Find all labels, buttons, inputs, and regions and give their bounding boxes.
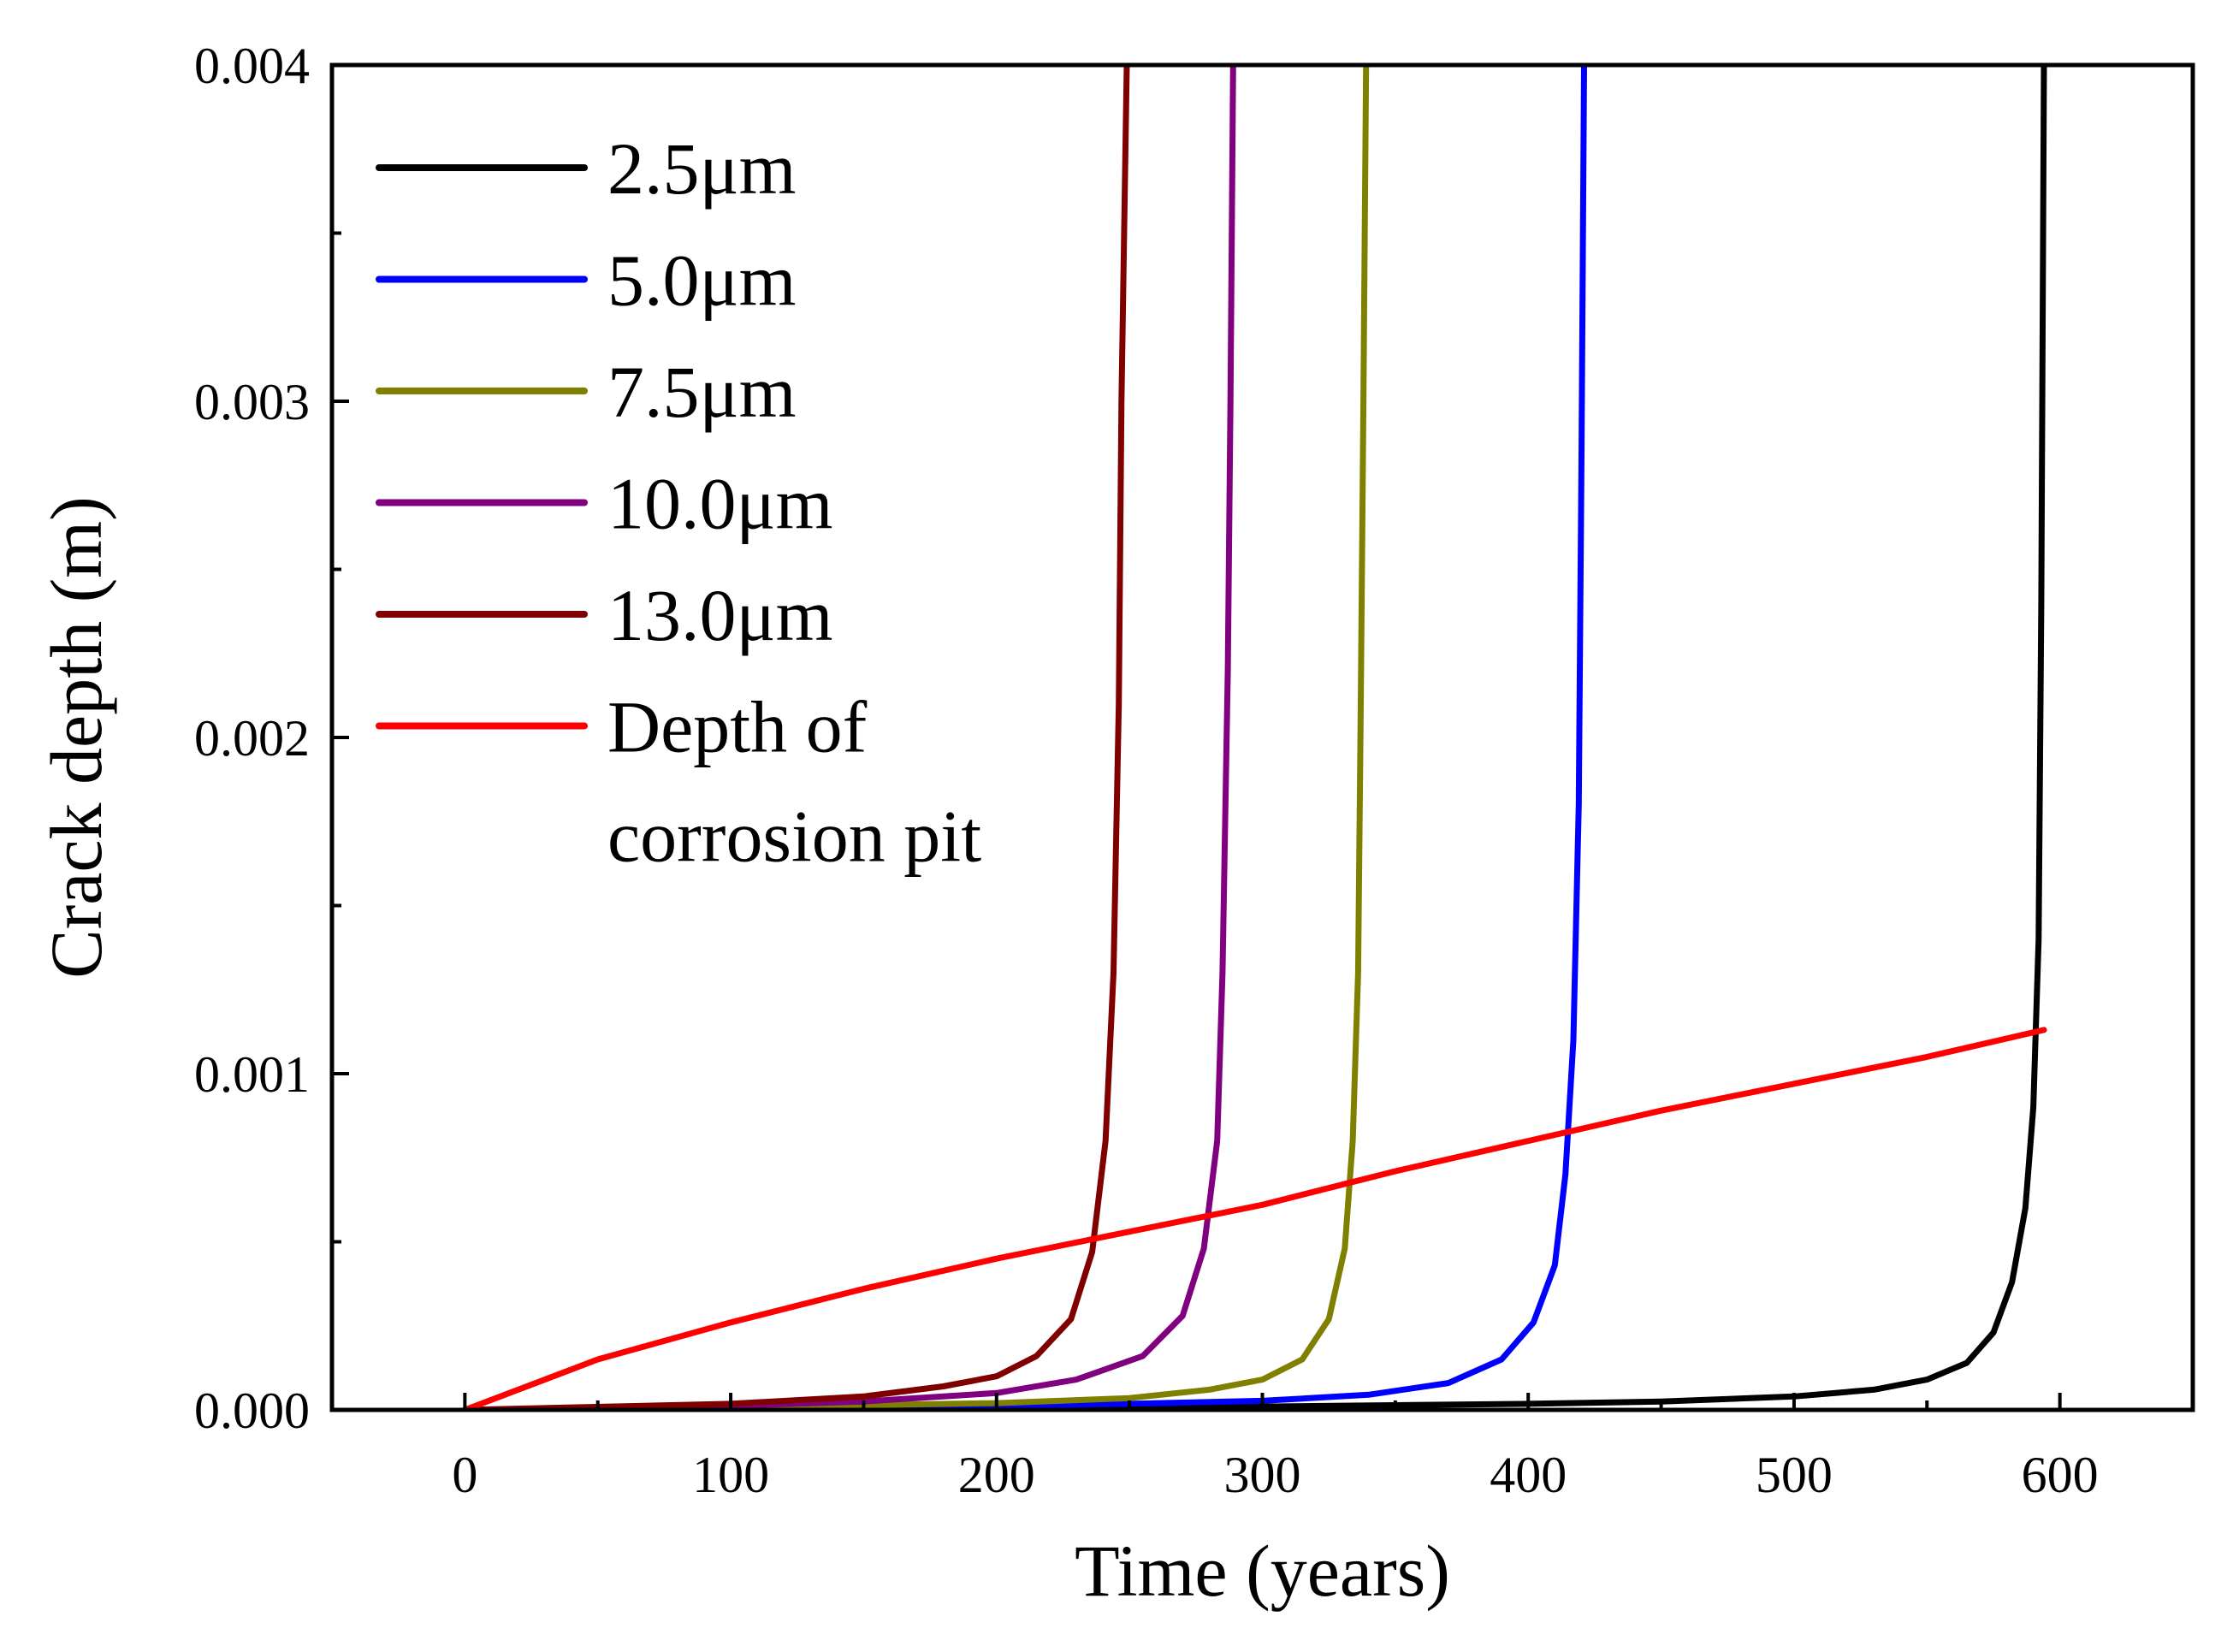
series-line-5	[461, 65, 1130, 1410]
legend-label-3: 7.5μm	[607, 351, 797, 433]
x-tick-label: 600	[2022, 1447, 2099, 1503]
tick-layer: 0 100 200 300 400 500 600 0.000 0.001 0.002 0.003 0…	[194, 38, 2099, 1503]
y-tick-label: 0.002	[194, 710, 310, 767]
legend-label-1: 2.5μm	[607, 127, 797, 210]
y-tick-label: 0.003	[194, 374, 310, 430]
series-line-3	[461, 65, 1370, 1410]
x-tick-label: 400	[1490, 1447, 1567, 1503]
x-axis-title: Time (years)	[1075, 1530, 1450, 1612]
legend: 2.5μm 5.0μm 7.5μm 10.0μm 13.0μm Depth of corro…	[376, 127, 981, 878]
x-tick-label: 300	[1224, 1447, 1301, 1503]
legend-label-6: corrosion pit	[607, 796, 981, 878]
legend-label-4: 10.0μm	[607, 463, 833, 545]
x-tick-label: 100	[692, 1447, 769, 1503]
y-tick-label: 0.000	[194, 1383, 310, 1439]
y-axis-title: Crack depth (m)	[35, 496, 117, 979]
x-tick-label: 200	[958, 1447, 1035, 1503]
y-tick-label: 0.004	[194, 38, 310, 94]
x-tick-label: 500	[1756, 1447, 1833, 1503]
x-tick-label: 0	[452, 1447, 477, 1503]
series-line-2	[461, 65, 1587, 1410]
legend-label-2: 5.0μm	[607, 240, 797, 322]
series-line-1	[461, 65, 2047, 1410]
legend-label-6: Depth of	[607, 686, 868, 768]
y-tick-label: 0.001	[194, 1046, 310, 1103]
legend-label-5: 13.0μm	[607, 574, 833, 656]
series-line-6	[461, 1027, 2047, 1410]
